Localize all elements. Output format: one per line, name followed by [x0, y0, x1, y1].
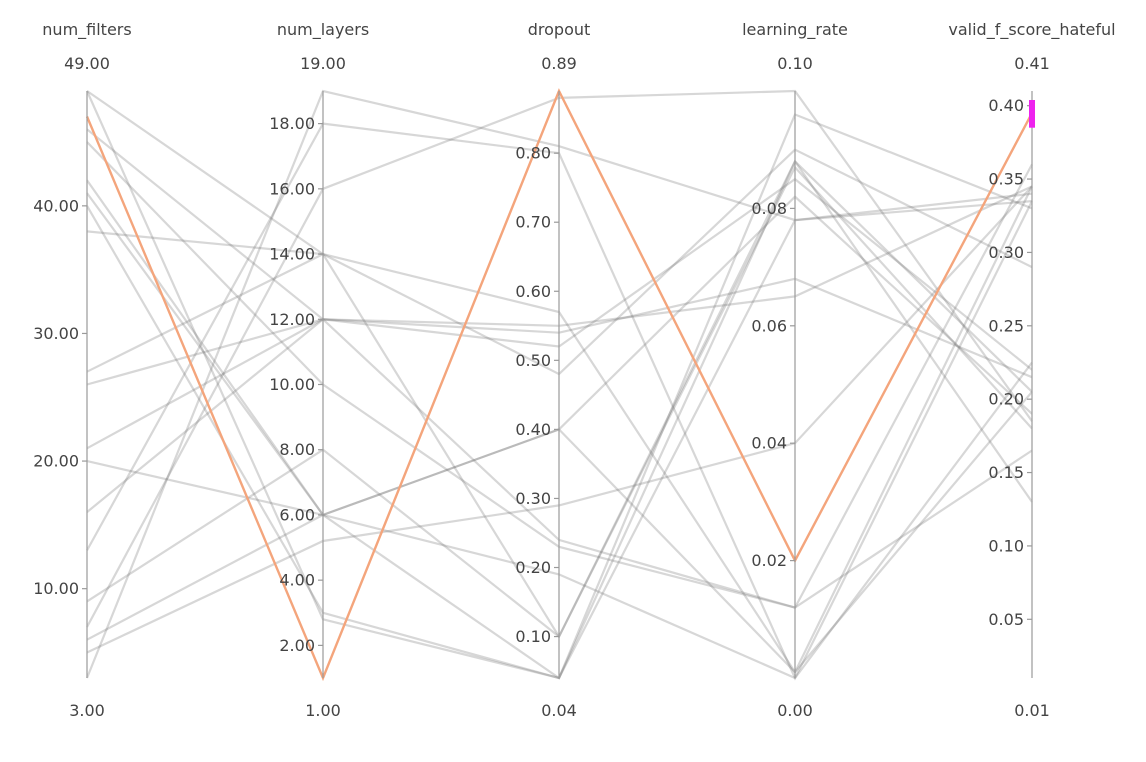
tick-label: 8.00 [279, 440, 315, 459]
tick-label: 16.00 [269, 179, 315, 198]
tick-label: 0.40 [515, 420, 551, 439]
tick-label: 0.10 [515, 627, 551, 646]
tick-label: 0.04 [751, 434, 787, 453]
tick-label: 0.10 [988, 536, 1024, 555]
tick-label: 12.00 [269, 310, 315, 329]
axis-max-label: 0.89 [541, 54, 577, 73]
tick-label: 0.60 [515, 282, 551, 301]
axis-valid-f-score-hateful[interactable]: valid_f_score_hateful 0.41 0.01 0.05 0.10 0.1… [948, 20, 1115, 720]
tick-label: 0.02 [751, 551, 787, 570]
axis-title[interactable]: num_layers [277, 20, 369, 40]
tick-label: 0.70 [515, 213, 551, 232]
axis-brush-selection[interactable] [1029, 100, 1035, 128]
axis-min-label: 0.00 [777, 701, 813, 720]
tick-label: 0.80 [515, 144, 551, 163]
tick-label: 0.40 [988, 96, 1024, 115]
axis-title[interactable]: learning_rate [742, 20, 848, 40]
tick-label: 10.00 [33, 579, 79, 598]
tick-label: 18.00 [269, 114, 315, 133]
tick-label: 14.00 [269, 245, 315, 264]
tick-label: 4.00 [279, 571, 315, 590]
tick-label: 0.15 [988, 463, 1024, 482]
axis-min-label: 0.01 [1014, 701, 1050, 720]
axis-max-label: 0.41 [1014, 54, 1050, 73]
tick-label: 6.00 [279, 505, 315, 524]
tick-label: 0.50 [515, 351, 551, 370]
tick-label: 0.30 [988, 243, 1024, 262]
axis-num-filters[interactable]: num_filters 49.00 3.00 10.00 20.00 30.00 40.00 [33, 20, 132, 720]
tick-label: 2.00 [279, 636, 315, 655]
tick-label: 0.35 [988, 170, 1024, 189]
tick-label: 0.05 [988, 610, 1024, 629]
axis-title[interactable]: dropout [528, 20, 591, 39]
axis-max-label: 19.00 [300, 54, 346, 73]
tick-label: 10.00 [269, 375, 315, 394]
tick-label: 0.25 [988, 316, 1024, 335]
tick-label: 0.30 [515, 489, 551, 508]
axis-title[interactable]: num_filters [42, 20, 131, 40]
axis-title[interactable]: valid_f_score_hateful [948, 20, 1115, 40]
axis-dropout[interactable]: dropout 0.89 0.04 0.10 0.20 0.30 0.40 0.50 0.60 0… [515, 20, 590, 720]
axes: num_filters 49.00 3.00 10.00 20.00 30.00 40.00… [33, 20, 1115, 720]
axis-min-label: 0.04 [541, 701, 577, 720]
tick-label: 0.06 [751, 316, 787, 335]
axis-learning-rate[interactable]: learning_rate 0.10 0.00 0.02 0.04 0.06 0.08 [742, 20, 848, 720]
axis-max-label: 0.10 [777, 54, 813, 73]
axis-min-label: 3.00 [69, 701, 105, 720]
axis-min-label: 1.00 [305, 701, 341, 720]
tick-label: 40.00 [33, 196, 79, 215]
tick-label: 0.08 [751, 199, 787, 218]
tick-label: 30.00 [33, 324, 79, 343]
axis-max-label: 49.00 [64, 54, 110, 73]
tick-label: 0.20 [988, 390, 1024, 409]
axis-num-layers[interactable]: num_layers 19.00 1.00 2.00 4.00 6.00 8.00 10.00… [269, 20, 369, 720]
tick-label: 0.20 [515, 558, 551, 577]
tick-label: 20.00 [33, 452, 79, 471]
